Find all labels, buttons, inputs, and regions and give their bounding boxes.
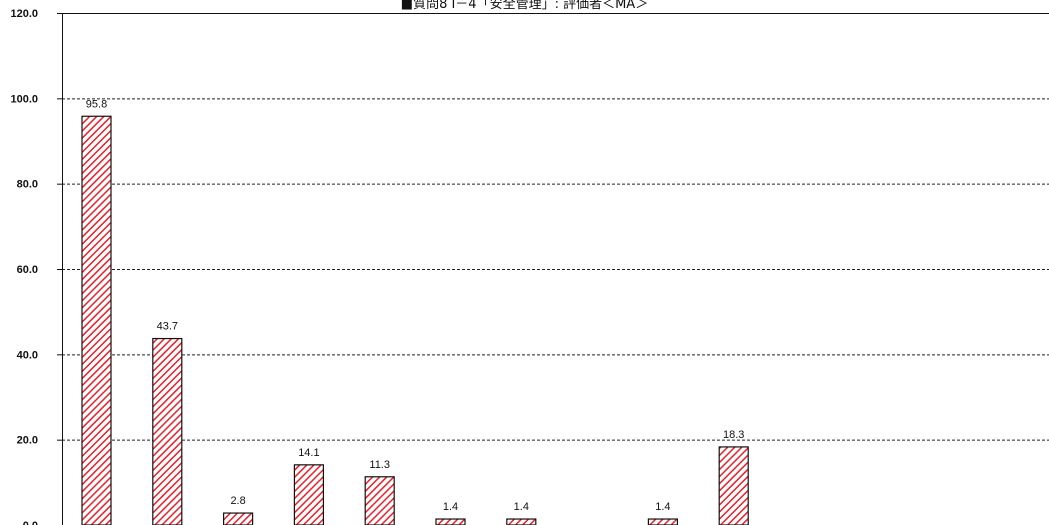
y-tick-label: 40.0 [17,349,38,361]
bar [435,518,466,525]
y-tick-label: 0.0 [23,520,38,525]
y-tick-label: 80.0 [17,179,38,191]
y-tick-label: 20.0 [17,435,38,447]
data-label: 2.8 [230,495,245,507]
y-tick-label: 60.0 [17,264,38,276]
grid-layer [62,98,1049,441]
chart-title: ■質問8 Ⅰ－4「安全管理」: 評価者＜MA＞ [400,0,649,12]
bar [718,446,749,525]
data-label: 1.4 [514,501,529,513]
bar [293,464,324,525]
bar [223,512,254,525]
data-label: 18.3 [723,429,744,441]
bar [152,337,183,525]
bar [364,476,395,525]
data-label: 95.8 [86,98,107,110]
bar-layer [81,115,749,525]
data-label: 14.1 [298,447,319,459]
bar [506,518,537,525]
bar [81,115,112,525]
label-layer: 95.8 43.7 2.8 14.1 11.3 1.4 1.4 1.4 18.3 [86,98,745,513]
y-tick-label: 100.0 [10,93,38,105]
data-label: 11.3 [369,459,390,471]
data-label: 43.7 [157,321,178,333]
data-label: 1.4 [443,501,458,513]
y-tick-label: 120.0 [10,8,38,20]
axis-layer: 0.0 20.0 40.0 60.0 80.0 100.0 120.0 [10,8,1049,525]
data-label: 1.4 [655,501,670,513]
bar [647,518,679,525]
